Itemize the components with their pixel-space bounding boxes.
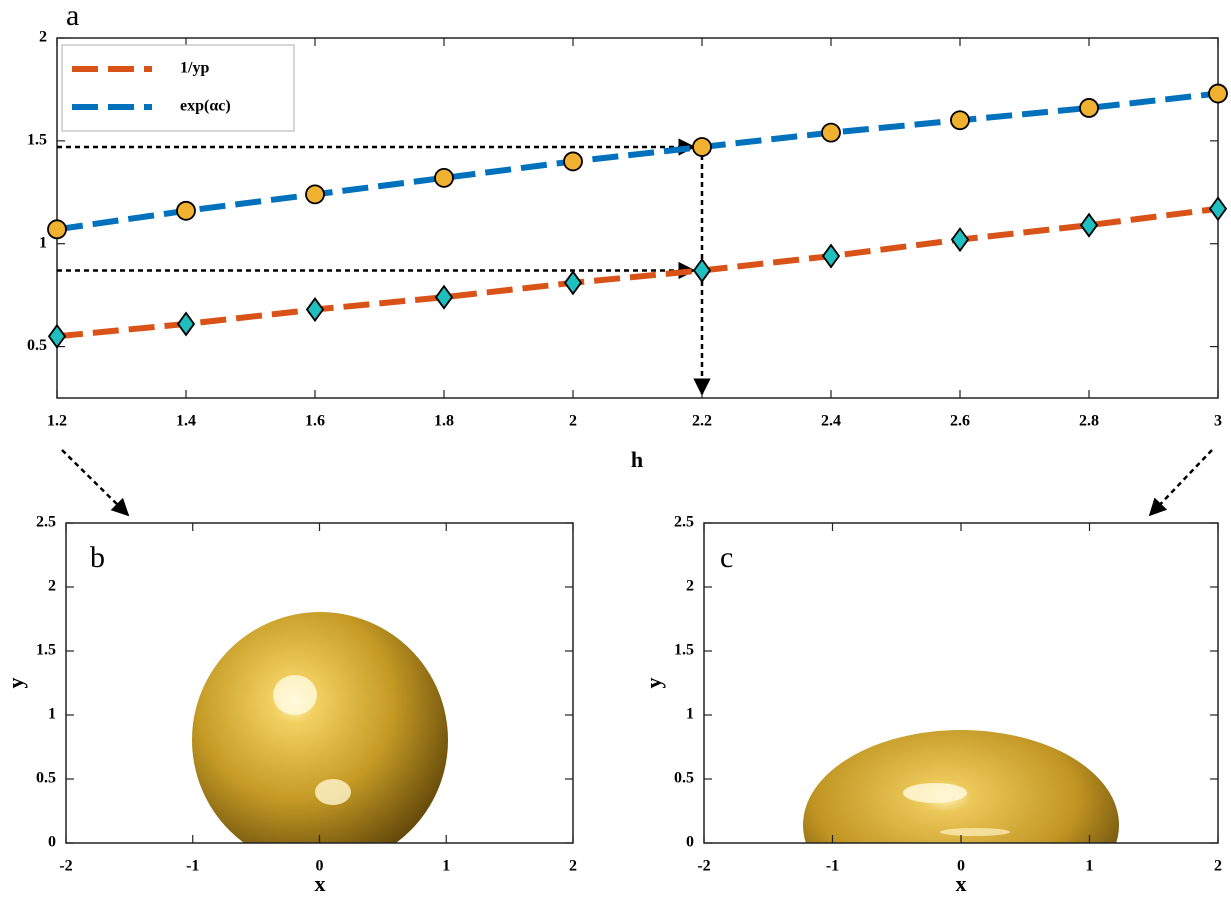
x-tick-label: 1.2 [47, 413, 67, 430]
pointer-arrow [61, 449, 130, 517]
y-tick-label: 1.5 [36, 642, 56, 659]
y-tick-label: 0 [48, 834, 56, 851]
y-tick-label: 2 [48, 578, 56, 595]
marker-diamond [47, 323, 67, 349]
x-tick-label: 1 [1086, 858, 1094, 875]
y-tick-label: 1.5 [27, 132, 47, 149]
x-tick-label: 2 [569, 858, 577, 875]
x-axis-label: h [631, 447, 643, 472]
marker-circle [563, 151, 583, 172]
marker-circle [434, 167, 454, 188]
y-tick-label: 2 [39, 29, 47, 46]
marker-circle [1208, 83, 1228, 104]
panel-label: b [90, 541, 105, 574]
series-line [56, 90, 1219, 233]
x-tick-label: -1 [826, 858, 839, 875]
x-tick-label: -2 [697, 858, 710, 875]
marker-circle [47, 219, 67, 240]
y-tick-label: 1 [686, 706, 694, 723]
y-tick-label: 1 [39, 234, 47, 251]
y-axis-label: y [641, 678, 666, 689]
x-tick-label: 0 [316, 858, 324, 875]
y-tick-label: 0 [686, 834, 694, 851]
x-axis-label: x [315, 871, 326, 896]
marker-circle [176, 200, 196, 221]
panel-label: c [720, 541, 733, 574]
x-tick-label: -2 [59, 858, 72, 875]
x-tick-label: 2 [569, 413, 577, 430]
pointer-arrow [1148, 449, 1213, 517]
droplet-b [192, 612, 448, 843]
y-tick-label: 2.5 [674, 514, 694, 531]
y-tick-label: 0.5 [27, 337, 47, 354]
series-line [56, 205, 1219, 340]
y-tick-label: 0.5 [674, 770, 694, 787]
x-tick-label: -1 [186, 858, 199, 875]
x-tick-label: 1 [442, 858, 450, 875]
marker-diamond [176, 311, 196, 337]
marker-diamond [563, 270, 583, 296]
marker-diamond [1079, 212, 1099, 238]
legend-box [61, 44, 295, 132]
droplet-c [803, 730, 1119, 843]
y-tick-label: 2.5 [36, 514, 56, 531]
marker-diamond [821, 243, 841, 269]
y-tick-label: 1 [48, 706, 56, 723]
y-tick-label: 0.5 [36, 770, 56, 787]
legend-label: exp(αc) [180, 98, 231, 115]
marker-circle [950, 110, 970, 131]
x-tick-label: 2.6 [950, 413, 970, 430]
marker-diamond [1208, 196, 1228, 222]
marker-diamond [692, 257, 712, 283]
marker-circle [692, 137, 712, 157]
marker-diamond [434, 284, 454, 310]
x-axis-label: x [956, 871, 967, 896]
marker-diamond [305, 297, 325, 323]
x-tick-label: 3 [1214, 413, 1222, 430]
marker-circle [821, 122, 841, 143]
marker-circle [305, 184, 325, 205]
panel-label: a [66, 0, 79, 32]
marker-circle [1079, 98, 1099, 118]
x-tick-label: 1.4 [176, 413, 196, 430]
legend-label: 1/yp [180, 60, 209, 77]
x-tick-label: 2.4 [821, 413, 841, 430]
x-tick-label: 2 [1214, 858, 1222, 875]
y-axis-label: y [3, 678, 28, 689]
y-tick-label: 1.5 [674, 642, 694, 659]
y-tick-label: 2 [686, 578, 694, 595]
x-tick-label: 1.8 [434, 413, 454, 430]
x-tick-label: 1.6 [305, 413, 325, 430]
x-tick-label: 2.8 [1079, 413, 1099, 430]
x-tick-label: 0 [957, 858, 965, 875]
x-tick-label: 2.2 [692, 413, 712, 430]
marker-diamond [950, 227, 970, 253]
